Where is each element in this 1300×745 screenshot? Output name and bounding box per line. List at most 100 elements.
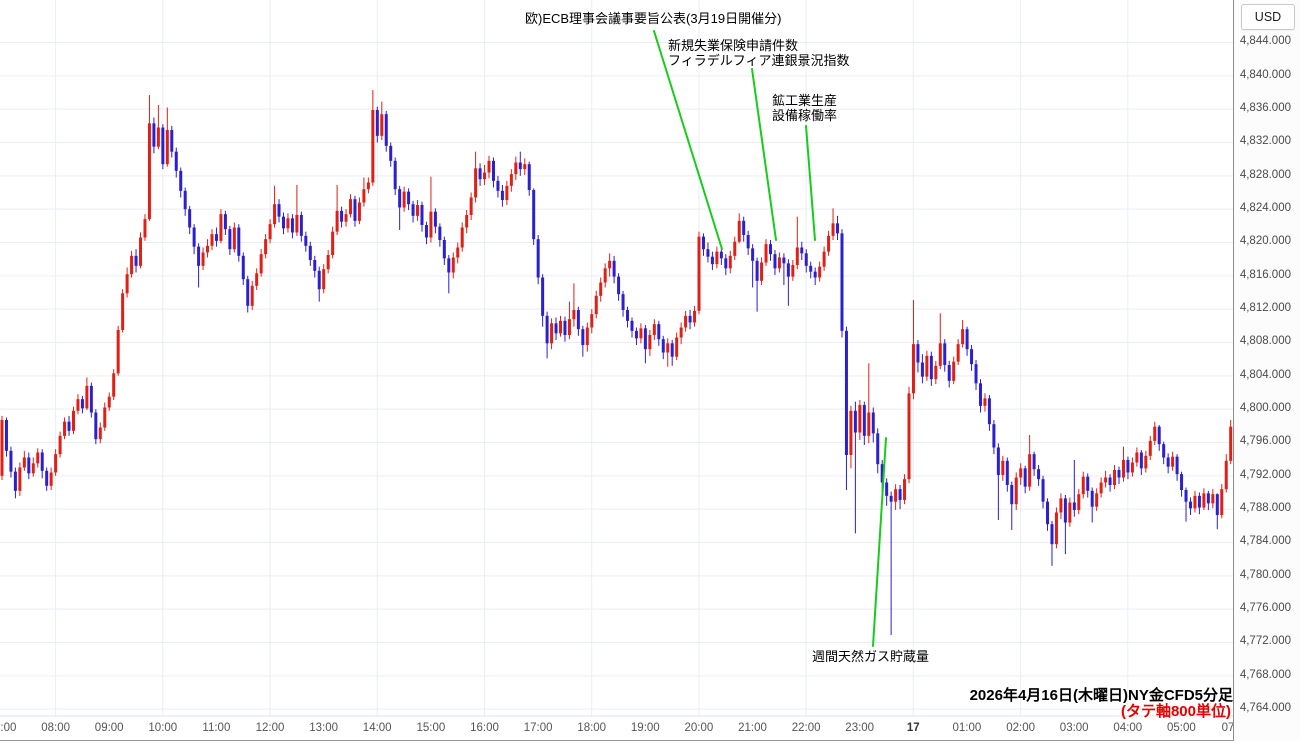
candle-body [143, 219, 147, 238]
candle-body [156, 127, 160, 147]
candle-body [326, 254, 330, 270]
candle-body [643, 328, 647, 350]
candle-body [693, 310, 697, 323]
candle-body [304, 235, 308, 246]
candle-body [996, 447, 1000, 475]
candle-body [911, 344, 915, 394]
candle-body [634, 330, 638, 339]
price-tick-label: 4,792.000 [1239, 468, 1291, 481]
candle-body [246, 279, 250, 306]
candle-body [920, 362, 924, 377]
candle-body [983, 398, 987, 406]
candle-body [773, 254, 777, 269]
candle-body [1023, 468, 1027, 487]
candle-body [1130, 462, 1134, 473]
candle-body [1095, 493, 1099, 507]
candle-body [268, 224, 272, 240]
candle-body [907, 393, 911, 480]
candle-body [366, 182, 370, 190]
candle-body [952, 361, 956, 381]
candle-body [724, 258, 728, 269]
candle-body [456, 247, 460, 258]
candle-body [228, 229, 232, 250]
candle-body [76, 399, 80, 411]
candle-body [536, 239, 540, 278]
candle-body [170, 129, 174, 152]
candle-body [550, 323, 554, 344]
annotation-label-3: 週間天然ガス貯蔵量 [812, 649, 929, 665]
time-tick-label: 19:00 [630, 722, 660, 734]
candle-body [9, 450, 13, 472]
candle-body [375, 109, 379, 136]
candle-body [657, 324, 661, 340]
candle-body [152, 123, 156, 147]
candle-body [1148, 440, 1152, 456]
candles [0, 89, 1233, 635]
currency-unit-button[interactable]: USD [1241, 4, 1295, 30]
candle-body [666, 343, 670, 353]
price-tick-label: 4,776.000 [1239, 602, 1291, 615]
candle-body [719, 251, 723, 259]
candle-body [380, 114, 384, 136]
candle-body [147, 123, 151, 220]
candle-body [751, 248, 755, 261]
candle-body [344, 214, 348, 222]
candle-body [433, 211, 437, 227]
candle-body [299, 214, 303, 236]
candle-body [286, 218, 290, 229]
candle-body [652, 324, 656, 335]
time-tick-label: 15:00 [416, 722, 446, 734]
candle-body [295, 214, 299, 233]
candle-body [40, 452, 44, 471]
candle-body [563, 320, 567, 335]
candle-body [514, 162, 518, 175]
candle-body [786, 263, 790, 277]
candle-body [424, 224, 428, 238]
candle-body [1215, 494, 1219, 515]
price-tick-label: 4,788.000 [1239, 502, 1291, 515]
candle-body [125, 274, 129, 294]
candle-body [259, 254, 263, 274]
candle-body [237, 227, 241, 256]
candle-body [232, 227, 236, 250]
candle-body [970, 349, 974, 365]
candle-body [978, 383, 982, 406]
candle-body [103, 407, 107, 428]
candle-body [1054, 512, 1058, 545]
candle-body [398, 189, 402, 208]
candle-body [938, 343, 942, 366]
candle-body [903, 479, 907, 500]
candle-body [867, 412, 871, 436]
candle-body [947, 364, 951, 381]
candle-body [612, 260, 616, 277]
candle-body [594, 295, 598, 315]
candle-body [782, 257, 786, 264]
candle-body [813, 271, 817, 278]
candle-body [451, 257, 455, 273]
candle-body [313, 259, 317, 271]
candle-body [818, 266, 822, 278]
candle-body [800, 247, 804, 254]
candle-body [1113, 469, 1117, 485]
annotation-label-1: 新規失業保険申請件数 フィラデルフィア連銀景況指数 [668, 38, 850, 68]
candle-body [1197, 495, 1201, 508]
candle-body [4, 419, 8, 451]
candle-body [322, 269, 326, 290]
candle-body [925, 355, 929, 377]
candle-body [768, 244, 772, 255]
candle-body [688, 315, 692, 323]
price-tick-label: 4,840.000 [1239, 68, 1291, 81]
annotation-text-line: フィラデルフィア連銀景況指数 [668, 52, 850, 68]
candle-body [290, 218, 294, 233]
candle-body [706, 249, 710, 257]
candle-body [165, 129, 169, 165]
annotation-line-1 [751, 68, 777, 241]
candle-body [1050, 524, 1054, 545]
candle-body [384, 114, 388, 146]
candle-body [460, 227, 464, 248]
candle-body [241, 255, 245, 280]
candle-body [684, 315, 688, 328]
candle-body [509, 174, 513, 186]
